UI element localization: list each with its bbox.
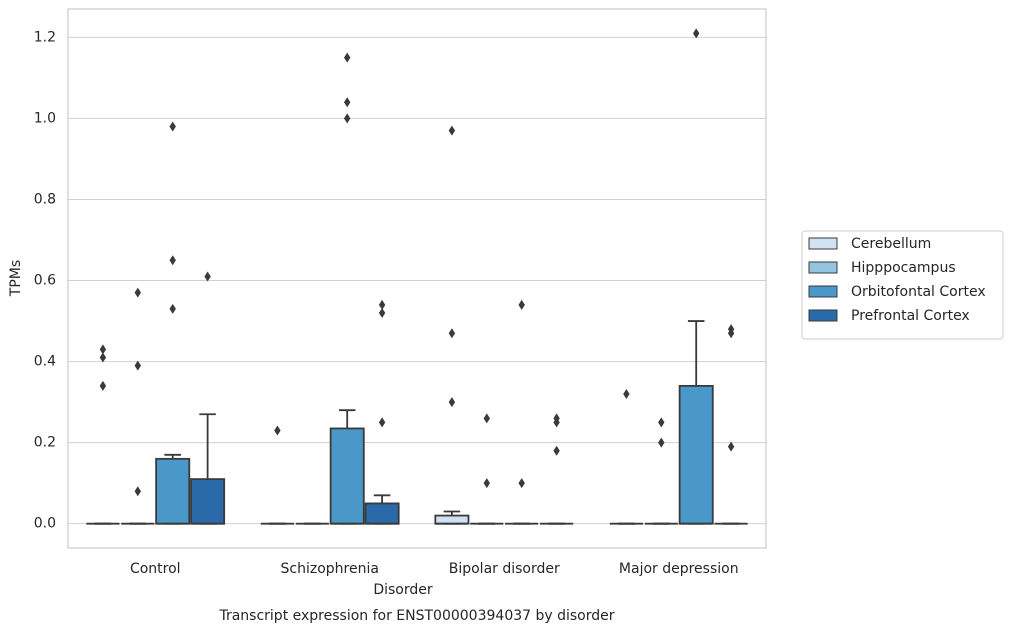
legend-label: Hipppocampus <box>851 260 956 276</box>
outlier <box>169 121 176 132</box>
y-tick-label: 1.0 <box>34 110 56 126</box>
legend-label: Prefrontal Cortex <box>851 308 970 324</box>
outlier <box>378 417 386 428</box>
outlier <box>169 303 176 314</box>
outlier <box>518 478 525 489</box>
legend-swatch <box>808 237 838 250</box>
outlier <box>134 486 141 497</box>
outlier <box>448 328 456 339</box>
outlier <box>344 52 351 63</box>
plot-frame <box>67 8 767 549</box>
y-axis-label: TPMs <box>8 260 24 297</box>
y-tick-label: 0.4 <box>34 354 56 370</box>
y-tick-label: 0.8 <box>34 191 56 207</box>
y-tick-label: 0.6 <box>34 273 56 289</box>
legend-label: Cerebellum <box>851 236 931 252</box>
outlier <box>344 97 351 108</box>
outlier <box>378 307 386 318</box>
y-tick-label: 1.2 <box>34 29 56 45</box>
outlier <box>448 397 456 408</box>
y-tick-label: 0.2 <box>34 435 56 451</box>
outlier <box>378 299 386 310</box>
box <box>190 478 226 525</box>
outlier <box>693 28 700 39</box>
outlier <box>134 287 141 298</box>
outlier <box>623 389 630 399</box>
outlier <box>727 441 735 452</box>
x-axis-label: Disorder <box>373 582 433 598</box>
outlier <box>99 344 107 355</box>
outlier <box>448 125 456 136</box>
outlier <box>204 271 211 282</box>
y-tick-label: 0.0 <box>34 516 56 532</box>
legend-swatch <box>808 261 838 274</box>
x-tick-label: Major depression <box>619 561 739 577</box>
outlier <box>99 352 107 363</box>
box <box>678 384 714 525</box>
box <box>364 502 400 525</box>
legend-swatch <box>808 309 838 322</box>
legend-frame <box>801 230 1004 340</box>
x-tick-label: Bipolar disorder <box>449 561 560 577</box>
legend-swatch <box>808 285 838 298</box>
legend-label: Orbitofontal Cortex <box>851 284 986 300</box>
box <box>329 427 365 525</box>
outlier <box>553 445 560 456</box>
outlier <box>344 113 351 124</box>
outlier <box>134 360 141 371</box>
outlier <box>99 380 107 391</box>
outlier <box>727 328 735 339</box>
box <box>155 457 191 525</box>
outlier <box>518 299 525 310</box>
box <box>434 514 470 525</box>
x-tick-label: Schizophrenia <box>281 561 379 577</box>
outlier <box>483 413 490 424</box>
outlier <box>658 437 665 448</box>
outlier <box>169 255 176 266</box>
outlier <box>658 417 665 428</box>
chart-title: Transcript expression for ENST0000039403… <box>218 608 614 624</box>
outlier <box>274 425 281 436</box>
outlier <box>483 478 490 489</box>
x-tick-label: Control <box>130 561 181 577</box>
outlier <box>553 417 560 428</box>
